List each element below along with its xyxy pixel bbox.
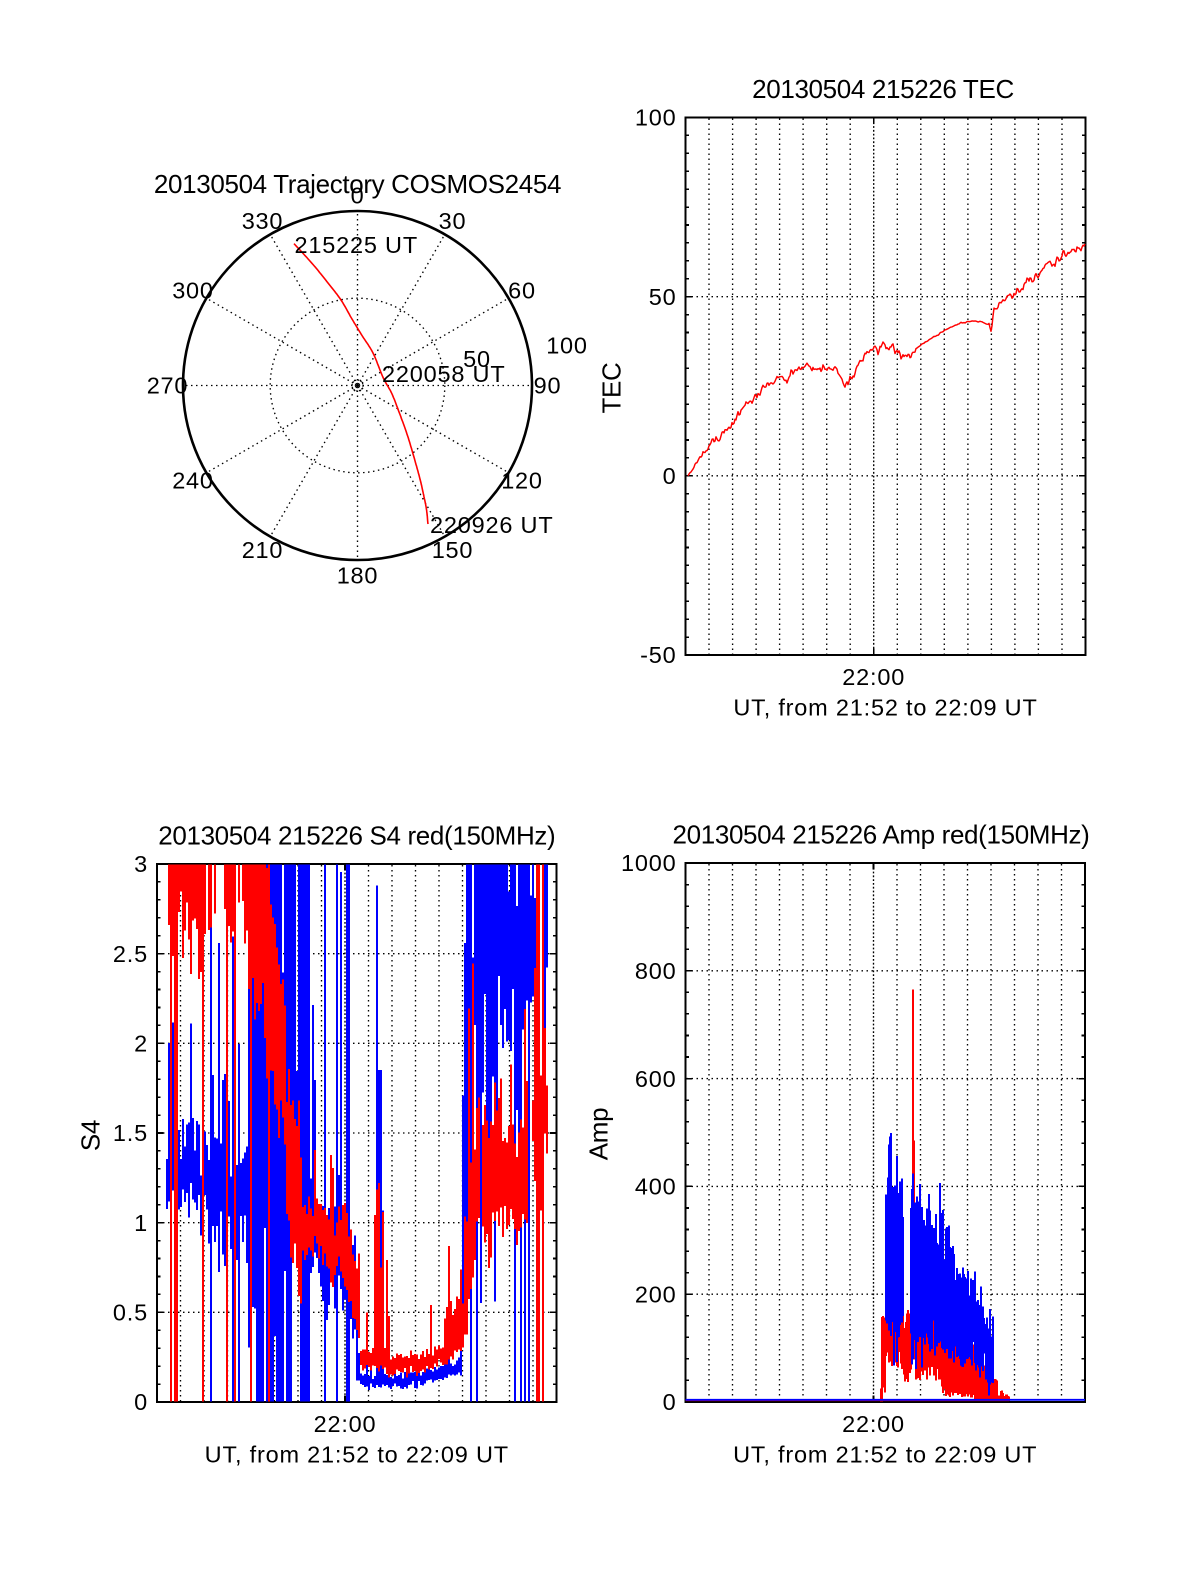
svg-text:240: 240 [172,468,214,494]
svg-text:S4: S4 [75,1120,105,1151]
svg-text:100: 100 [546,333,588,359]
svg-text:50: 50 [463,346,491,372]
svg-text:0: 0 [663,1389,677,1415]
svg-text:22:00: 22:00 [314,1411,377,1437]
svg-text:210: 210 [242,537,284,563]
svg-text:120: 120 [501,468,543,494]
svg-text:220926 UT: 220926 UT [430,512,553,538]
svg-text:20130504 215226 TEC: 20130504 215226 TEC [752,74,1014,104]
svg-text:3: 3 [134,851,148,877]
svg-text:1000: 1000 [621,850,676,876]
svg-text:200: 200 [635,1281,677,1307]
svg-text:100: 100 [635,105,677,131]
svg-text:0.5: 0.5 [113,1300,148,1326]
svg-text:2: 2 [134,1031,148,1057]
svg-text:50: 50 [649,284,677,310]
svg-text:0: 0 [351,183,365,209]
svg-text:400: 400 [635,1174,677,1200]
svg-text:1.5: 1.5 [113,1120,148,1146]
svg-text:270: 270 [147,373,189,399]
svg-text:1: 1 [134,1210,148,1236]
svg-text:300: 300 [172,278,214,304]
svg-text:20130504 215226 Amp red(150MHz: 20130504 215226 Amp red(150MHz) [673,820,1090,850]
svg-text:UT, from 21:52 to 22:09 UT: UT, from 21:52 to 22:09 UT [205,1442,509,1468]
svg-text:0: 0 [134,1389,148,1415]
svg-text:215225 UT: 215225 UT [295,232,418,258]
svg-text:220058 UT: 220058 UT [382,361,505,387]
svg-text:UT, from 21:52 to 22:09 UT: UT, from 21:52 to 22:09 UT [733,1442,1037,1468]
svg-text:22:00: 22:00 [842,1411,905,1437]
svg-text:0: 0 [663,463,677,489]
svg-text:180: 180 [337,563,379,589]
svg-text:-50: -50 [640,642,676,668]
svg-text:600: 600 [635,1066,677,1092]
svg-text:30: 30 [439,208,467,234]
svg-text:TEC: TEC [597,363,627,414]
svg-text:800: 800 [635,958,677,984]
svg-text:22:00: 22:00 [842,664,905,690]
svg-text:20130504 Trajectory COSMOS2454: 20130504 Trajectory COSMOS2454 [154,169,561,199]
svg-text:60: 60 [508,278,536,304]
svg-text:330: 330 [242,208,284,234]
svg-text:90: 90 [534,373,562,399]
svg-text:Amp: Amp [584,1108,614,1160]
svg-text:150: 150 [432,537,474,563]
svg-text:2.5: 2.5 [113,941,148,967]
svg-text:20130504 215226 S4 red(150MHz): 20130504 215226 S4 red(150MHz) [158,821,555,851]
svg-text:UT, from 21:52 to 22:09 UT: UT, from 21:52 to 22:09 UT [733,695,1037,721]
